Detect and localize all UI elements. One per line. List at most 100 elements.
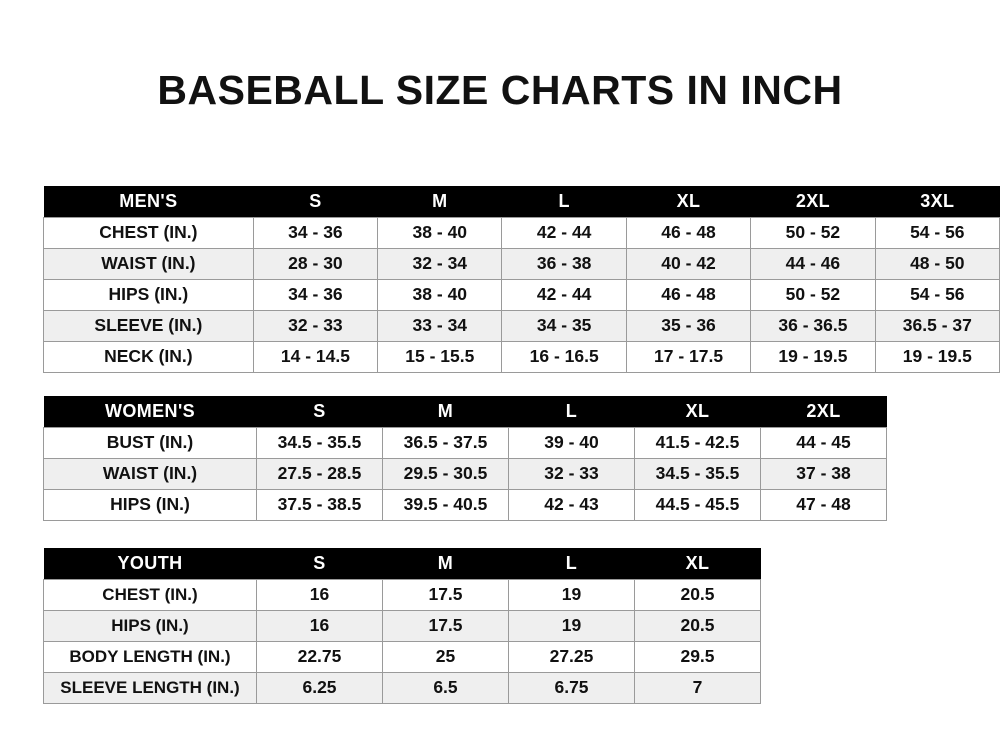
youth-table-head: YOUTH S M L XL — [43, 548, 761, 579]
womens-category-header: WOMEN'S — [43, 396, 257, 427]
measurement-cell: 7 — [634, 671, 761, 704]
measurement-cell: 47 - 48 — [760, 488, 887, 521]
measurement-cell: 44 - 46 — [750, 247, 876, 280]
measurement-cell: 33 - 34 — [377, 309, 503, 342]
youth-size-table: YOUTH S M L XL CHEST (IN.) 16 17.5 19 20.5 HIPS (… — [43, 548, 761, 704]
womens-size-header-l: L — [508, 396, 635, 427]
womens-size-header-m: M — [382, 396, 509, 427]
measurement-cell: 34.5 - 35.5 — [256, 426, 383, 459]
table-row: CHEST (IN.) 16 17.5 19 20.5 — [43, 578, 761, 611]
measurement-cell: 34 - 36 — [252, 278, 379, 311]
womens-table-body: BUST (IN.) 34.5 - 35.5 36.5 - 37.5 39 - 40 4… — [43, 426, 887, 521]
table-row: WAIST (IN.) 28 - 30 32 - 34 36 - 38 40 - 42 4… — [43, 247, 1000, 280]
mens-size-header-l: L — [501, 186, 627, 217]
measurement-cell: 54 - 56 — [874, 216, 1000, 249]
youth-row-label: HIPS (IN.) — [43, 609, 257, 642]
measurement-cell: 46 - 48 — [625, 216, 752, 249]
youth-size-header-m: M — [382, 548, 509, 579]
mens-table-head: MEN'S S M L XL 2XL 3XL — [43, 186, 1000, 217]
measurement-cell: 29.5 — [634, 640, 761, 673]
youth-size-header-xl: XL — [634, 548, 761, 579]
table-row: CHEST (IN.) 34 - 36 38 - 40 42 - 44 46 - 48 5… — [43, 216, 1000, 249]
measurement-cell: 20.5 — [634, 609, 761, 642]
measurement-cell: 34 - 35 — [501, 309, 627, 342]
table-row: HIPS (IN.) 16 17.5 19 20.5 — [43, 609, 761, 642]
table-row: BUST (IN.) 34.5 - 35.5 36.5 - 37.5 39 - 40 4… — [43, 426, 887, 459]
womens-row-label: HIPS (IN.) — [43, 488, 257, 521]
mens-size-header-2xl: 2XL — [750, 186, 876, 217]
youth-size-header-l: L — [508, 548, 635, 579]
measurement-cell: 22.75 — [256, 640, 383, 673]
table-row: BODY LENGTH (IN.) 22.75 25 27.25 29.5 — [43, 640, 761, 673]
measurement-cell: 34 - 36 — [252, 216, 379, 249]
measurement-cell: 20.5 — [634, 578, 761, 611]
mens-size-header-s: S — [253, 186, 378, 217]
measurement-cell: 44 - 45 — [760, 426, 887, 459]
measurement-cell: 36 - 38 — [501, 247, 627, 280]
measurement-cell: 32 - 34 — [377, 247, 503, 280]
youth-size-header-s: S — [256, 548, 383, 579]
womens-row-label: BUST (IN.) — [43, 426, 257, 459]
measurement-cell: 42 - 44 — [501, 216, 627, 249]
mens-row-label: NECK (IN.) — [43, 340, 254, 373]
measurement-cell: 25 — [382, 640, 509, 673]
youth-row-label: CHEST (IN.) — [43, 578, 257, 611]
youth-row-label: BODY LENGTH (IN.) — [43, 640, 257, 673]
measurement-cell: 17.5 — [382, 609, 509, 642]
table-row: HIPS (IN.) 37.5 - 38.5 39.5 - 40.5 42 - 43 4… — [43, 488, 887, 521]
measurement-cell: 41.5 - 42.5 — [634, 426, 761, 459]
measurement-cell: 15 - 15.5 — [377, 340, 503, 373]
mens-row-label: HIPS (IN.) — [43, 278, 254, 311]
mens-row-label: SLEEVE (IN.) — [43, 309, 254, 342]
table-row: SLEEVE (IN.) 32 - 33 33 - 34 34 - 35 35 - 36… — [43, 309, 1000, 342]
measurement-cell: 46 - 48 — [625, 278, 752, 311]
measurement-cell: 6.25 — [256, 671, 383, 704]
youth-header-row: YOUTH S M L XL — [43, 548, 761, 579]
measurement-cell: 6.75 — [508, 671, 635, 704]
measurement-cell: 40 - 42 — [625, 247, 752, 280]
measurement-cell: 36.5 - 37 — [874, 309, 1000, 342]
measurement-cell: 32 - 33 — [508, 457, 635, 490]
measurement-cell: 27.25 — [508, 640, 635, 673]
mens-row-label: WAIST (IN.) — [43, 247, 254, 280]
mens-row-label: CHEST (IN.) — [43, 216, 254, 249]
measurement-cell: 34.5 - 35.5 — [634, 457, 761, 490]
mens-table-body: CHEST (IN.) 34 - 36 38 - 40 42 - 44 46 - 48 5… — [43, 216, 1000, 373]
youth-row-label: SLEEVE LENGTH (IN.) — [43, 671, 257, 704]
page-title: BASEBALL SIZE CHARTS IN INCH — [157, 67, 843, 113]
mens-category-header: MEN'S — [43, 186, 254, 217]
youth-category-header: YOUTH — [43, 548, 257, 579]
womens-size-header-xl: XL — [634, 396, 761, 427]
mens-size-header-m: M — [377, 186, 502, 217]
measurement-cell: 16 — [256, 609, 383, 642]
measurement-cell: 28 - 30 — [252, 247, 379, 280]
measurement-cell: 38 - 40 — [377, 278, 503, 311]
measurement-cell: 42 - 44 — [501, 278, 627, 311]
measurement-cell: 48 - 50 — [874, 247, 1000, 280]
youth-table-body: CHEST (IN.) 16 17.5 19 20.5 HIPS (IN.) 16 17.5 1… — [43, 578, 761, 704]
table-row: HIPS (IN.) 34 - 36 38 - 40 42 - 44 46 - 48 50… — [43, 278, 1000, 311]
table-row: SLEEVE LENGTH (IN.) 6.25 6.5 6.75 7 — [43, 671, 761, 704]
measurement-cell: 29.5 - 30.5 — [382, 457, 509, 490]
measurement-cell: 19 — [508, 609, 635, 642]
measurement-cell: 39.5 - 40.5 — [382, 488, 509, 521]
table-row: WAIST (IN.) 27.5 - 28.5 29.5 - 30.5 32 - 33… — [43, 457, 887, 490]
measurement-cell: 19 - 19.5 — [874, 340, 1000, 373]
womens-size-table: WOMEN'S S M L XL 2XL BUST (IN.) 34.5 - 35.5 36.… — [43, 396, 887, 521]
measurement-cell: 27.5 - 28.5 — [256, 457, 383, 490]
mens-header-row: MEN'S S M L XL 2XL 3XL — [43, 186, 1000, 217]
measurement-cell: 14 - 14.5 — [252, 340, 379, 373]
measurement-cell: 37.5 - 38.5 — [256, 488, 383, 521]
mens-size-header-xl: XL — [626, 186, 751, 217]
measurement-cell: 36.5 - 37.5 — [382, 426, 509, 459]
womens-size-header-s: S — [256, 396, 383, 427]
measurement-cell: 35 - 36 — [625, 309, 752, 342]
measurement-cell: 16 — [256, 578, 383, 611]
measurement-cell: 54 - 56 — [874, 278, 1000, 311]
measurement-cell: 19 - 19.5 — [750, 340, 876, 373]
womens-table-head: WOMEN'S S M L XL 2XL — [43, 396, 887, 427]
measurement-cell: 44.5 - 45.5 — [634, 488, 761, 521]
measurement-cell: 17 - 17.5 — [625, 340, 752, 373]
measurement-cell: 32 - 33 — [252, 309, 379, 342]
measurement-cell: 17.5 — [382, 578, 509, 611]
